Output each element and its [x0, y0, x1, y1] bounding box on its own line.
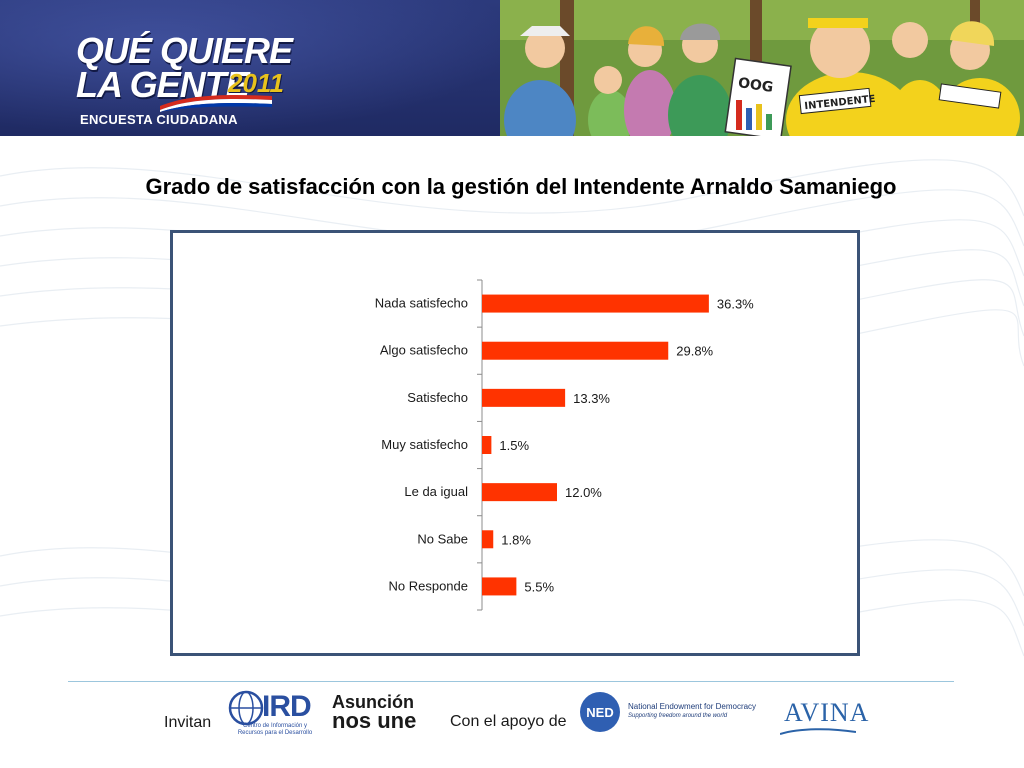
- bar: [482, 388, 566, 407]
- avina-logo: AVINA: [784, 698, 870, 727]
- ned-logo-circle: NED: [580, 692, 620, 732]
- category-label: No Sabe: [417, 531, 468, 546]
- bar: [482, 483, 557, 502]
- value-label: 29.8%: [676, 344, 713, 359]
- bar-chart: Nada satisfecho 36.3% Algo satisfecho 29.8%…: [375, 279, 754, 611]
- paraguay-flag-ribbon: [160, 95, 272, 112]
- ird-subtitle: Centro de Información y Recursos para el…: [237, 723, 313, 736]
- bar: [482, 530, 494, 549]
- value-label: 5.5%: [524, 579, 554, 594]
- banner-glow: [0, 0, 520, 136]
- category-label: Satisfecho: [407, 390, 468, 405]
- category-label: Muy satisfecho: [381, 437, 468, 452]
- value-label: 1.5%: [499, 438, 529, 453]
- svg-text:OOG: OOG: [737, 75, 774, 96]
- bar: [482, 341, 669, 360]
- apoyo-label: Con el apoyo de: [450, 713, 567, 730]
- cartoon-crowd-illustration: OOG INTENDENTE: [500, 0, 1024, 136]
- avina-swoosh-icon: [780, 728, 856, 735]
- invitan-label: Invitan: [164, 714, 212, 731]
- ned-name: National Endowment for Democracy: [628, 702, 757, 711]
- value-label: 13.3%: [573, 391, 610, 406]
- slide-title: Grado de satisfacción con la gestión del…: [145, 174, 897, 199]
- ird-logo-text: IRD: [262, 690, 312, 723]
- footer-divider: [68, 681, 954, 682]
- asuncion-logo-line2: nos une: [332, 708, 417, 733]
- bar: [482, 294, 709, 313]
- bar: [482, 436, 492, 454]
- header-banner: QUÉ QUIERE LA GENTE 2011 ENCUESTA CIUDAD…: [0, 0, 1024, 136]
- category-label: Le da igual: [404, 484, 468, 499]
- ird-globe-icon: [228, 690, 264, 726]
- logo-year: 2011: [228, 68, 284, 98]
- category-label: Algo satisfecho: [380, 343, 468, 358]
- value-label: 1.8%: [501, 532, 531, 547]
- logo-subtitle: ENCUESTA CIUDADANA: [80, 112, 238, 127]
- value-label: 12.0%: [565, 485, 602, 500]
- category-label: Nada satisfecho: [375, 296, 468, 311]
- ned-tagline: Supporting freedom around the world: [628, 713, 728, 719]
- asuncion-logo-line1: Asunción: [332, 692, 415, 712]
- value-label: 36.3%: [717, 297, 754, 312]
- logo-title-line1: QUÉ QUIERE: [76, 30, 293, 71]
- chart-frame: Nada satisfecho 36.3% Algo satisfecho 29.8%…: [170, 230, 860, 656]
- bar: [482, 577, 517, 596]
- category-label: No Responde: [389, 578, 469, 593]
